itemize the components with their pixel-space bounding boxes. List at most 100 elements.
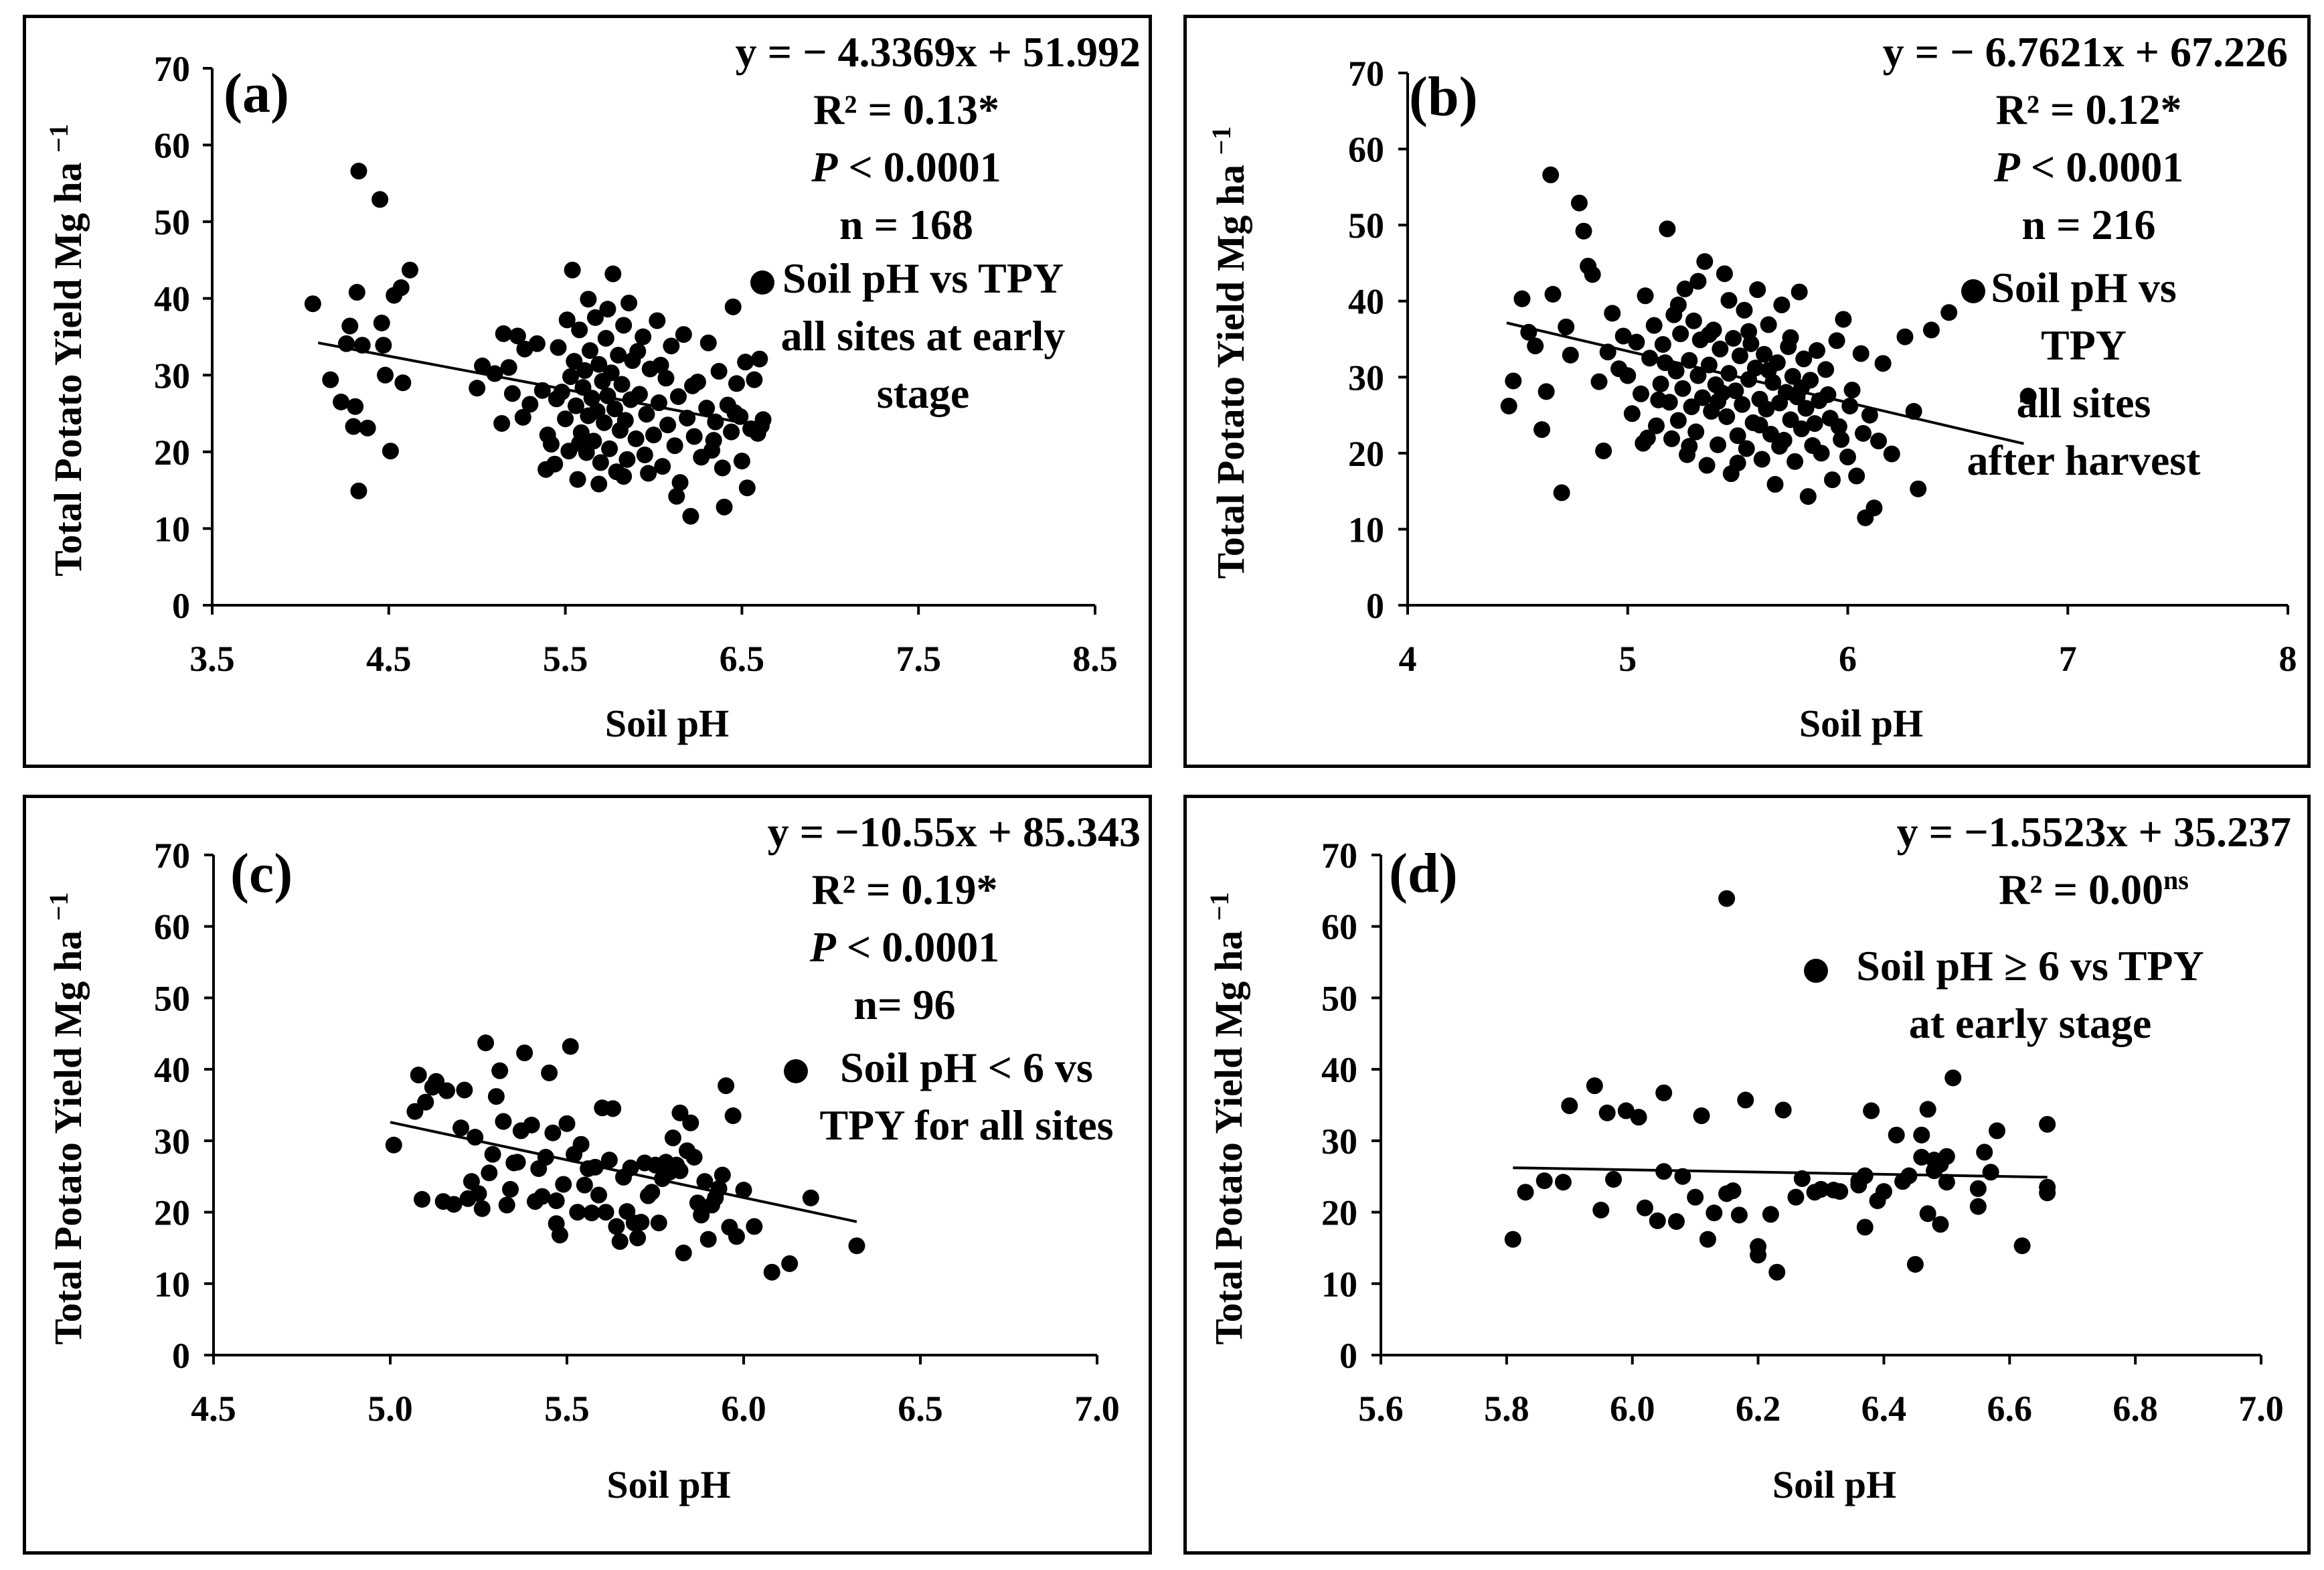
data-point [1828,332,1845,349]
x-tick-label: 3.5 [189,639,235,679]
data-point [640,465,657,482]
data-point [1919,1101,1936,1118]
data-point [599,387,616,404]
x-tick-label: 5.6 [1358,1389,1404,1429]
y-tick-label: 40 [154,1050,190,1090]
annotation-text: R² = 0.12* [1996,86,2182,133]
data-point [604,265,622,283]
data-point [1938,1148,1955,1165]
trendline [390,1121,857,1223]
data-point [2039,1178,2056,1196]
data-point [1718,408,1736,425]
data-point [1674,380,1691,397]
data-point [1724,1182,1742,1200]
data-point [746,1218,763,1235]
p-symbol: P [811,143,838,191]
y-tick-label: 60 [1321,907,1357,947]
x-tick-label: 6.5 [898,1389,943,1429]
data-point [663,337,680,355]
p-value: < 0.0001 [836,923,999,971]
x-tick-label: 5.5 [543,639,588,679]
data-point [650,1214,667,1232]
annotation-text: n = 216 [2021,201,2155,248]
data-point [610,346,627,364]
y-axis-title-superscript: −1 [44,124,74,153]
data-point [1504,1231,1521,1248]
data-point [1919,1205,1936,1223]
legend-text: all sites [2017,379,2151,426]
legend-text: TPY for all sites [819,1101,1113,1149]
data-point [1586,1077,1603,1095]
y-tick-label: 40 [1348,282,1384,322]
data-point [1793,420,1810,438]
data-point [1558,318,1575,335]
data-point [714,459,731,477]
data-point [1667,1212,1685,1230]
data-point [523,1116,540,1133]
annotation-line: R² = 0.19* [812,866,998,913]
data-point [1669,412,1687,429]
data-point [669,388,687,405]
data-point [636,446,653,463]
data-point [659,416,677,434]
data-point [498,1196,515,1214]
data-point [477,1034,495,1052]
data-point [606,400,623,418]
y-axis-title-superscript: −1 [1204,892,1234,921]
data-point [1617,1102,1635,1119]
data-point [1718,890,1736,907]
data-point [618,451,636,468]
data-point [1787,1188,1805,1206]
p-value: < 0.0001 [837,143,1001,191]
regression-equation: y = − 6.7621x + 67.226 [1883,28,2288,76]
data-point [1676,281,1693,298]
x-tick-label: 6.2 [1736,1389,1781,1429]
data-point [728,1228,745,1245]
y-axis-title-text: Total Potato Yield Mg ha [1207,921,1250,1344]
data-point [487,1088,505,1105]
data-point [1756,345,1773,363]
data-point [608,1218,625,1235]
legend-text: stage [877,370,970,417]
data-point [1813,445,1830,462]
panel-label: (a) [224,62,289,125]
data-point [521,396,539,413]
data-point [571,435,588,452]
data-point [1693,1107,1710,1125]
data-point [377,366,394,384]
data-point [582,342,599,360]
data-point [1913,1126,1930,1144]
y-axis-title: Total Potato Yield Mg ha −1 [1206,127,1252,579]
data-point [682,507,699,525]
data-point [509,1154,526,1171]
y-tick-label: 0 [1339,1336,1357,1376]
scatter-chart-3: 0 10 20 30 40 50 60 70 4.5 5.0 5.5 6.0 6.5 7.0 Soil pH… [44,808,1141,1506]
data-point [654,458,671,475]
data-point [754,411,772,428]
trendline [317,341,760,428]
data-point [1630,1109,1647,1126]
panel-label: (c) [230,842,293,905]
data-point [751,350,768,368]
data-point [544,1124,562,1142]
data-point [414,1190,431,1208]
y-tick-label: 50 [1348,206,1384,246]
y-tick-label: 0 [172,1336,190,1376]
data-point [1729,427,1746,445]
data-point [516,1044,533,1062]
data-point [1969,1198,1987,1215]
legend-text: all sites at early [781,312,1066,360]
y-tick-label: 50 [154,978,190,1018]
y-tick-label: 30 [1321,1121,1357,1162]
data-point [718,1077,735,1095]
data-point [1720,292,1738,309]
x-tick-label: 5.5 [544,1389,590,1429]
scatter-chart-4: 0 10 20 30 40 50 60 70 5.6 5.8 6.0 6.2 6.4 6.6 6.8 7.0 S… [1204,808,2291,1506]
data-point [724,1107,742,1125]
legend-text: Soil pH ≥ 6 vs TPY [1856,942,2204,990]
data-point [438,1082,455,1099]
x-tick-label: 6.5 [720,639,765,679]
data-point [359,419,376,437]
data-point [445,1196,463,1213]
data-point [781,1255,799,1272]
